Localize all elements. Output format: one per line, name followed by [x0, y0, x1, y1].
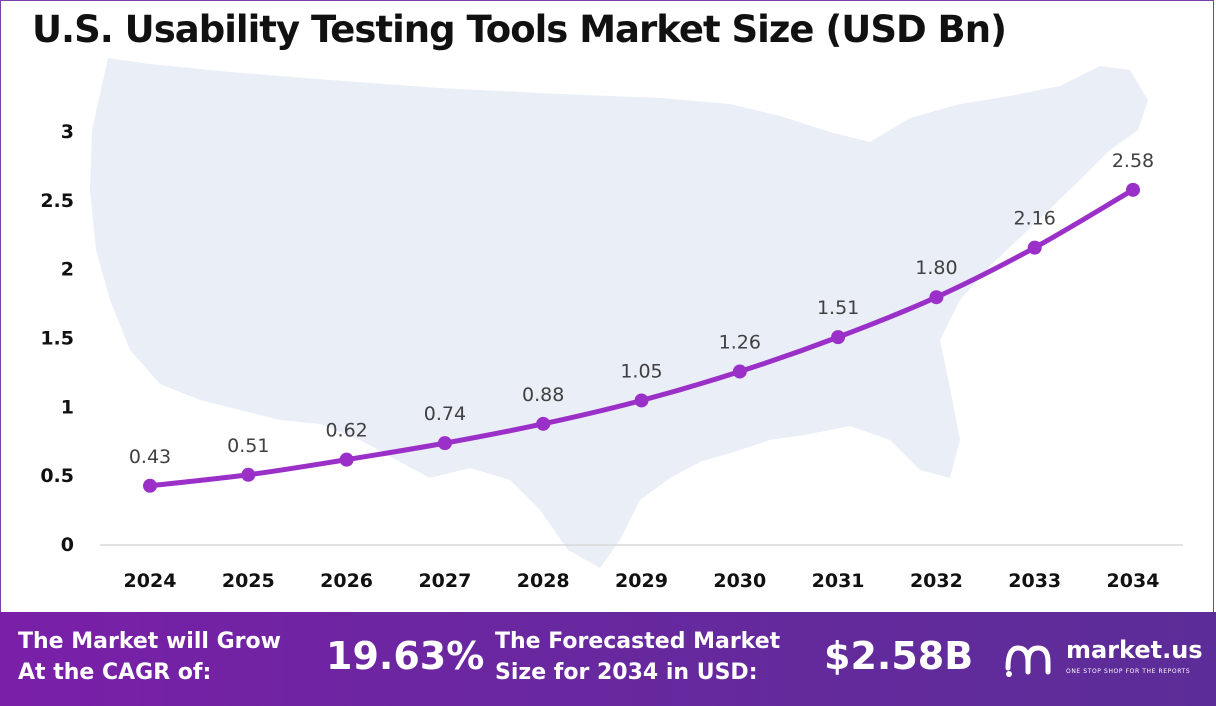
x-axis: 2024 2025 2026 2027 2028 2029 2030 2031 2032 2033…: [124, 570, 1160, 592]
data-label: 0.51: [227, 435, 269, 457]
x-tick-label: 2025: [222, 570, 275, 592]
data-label: 1.80: [915, 257, 957, 279]
y-axis: 0 0.5 1 1.5 2 2.5 3: [40, 121, 74, 556]
data-point: [1126, 182, 1140, 197]
x-tick-label: 2029: [615, 570, 668, 592]
data-point: [437, 436, 452, 451]
data-label: 1.51: [817, 297, 859, 319]
y-tick-label: 3: [61, 121, 74, 143]
data-label: 0.74: [424, 403, 466, 425]
data-label: 0.88: [522, 384, 564, 406]
y-tick-label: 0.5: [40, 465, 74, 487]
data-label: 0.43: [129, 446, 171, 468]
data-point: [634, 393, 649, 408]
x-tick-label: 2034: [1107, 570, 1160, 592]
x-tick-label: 2027: [418, 570, 471, 592]
data-point: [929, 290, 944, 305]
y-tick-label: 2.5: [40, 190, 74, 212]
x-tick-label: 2030: [713, 570, 766, 592]
data-points: [143, 182, 1140, 493]
x-tick-label: 2024: [124, 570, 177, 592]
brand-logo: market.us ONE STOP SHOP FOR THE REPORTS: [1004, 636, 1209, 686]
y-tick-label: 1.5: [40, 328, 74, 350]
x-tick-label: 2033: [1008, 570, 1061, 592]
x-tick-label: 2031: [812, 570, 865, 592]
cagr-value: 19.63%: [326, 634, 485, 678]
forecast-label: The Forecasted Market Size for 2034 in U…: [495, 629, 781, 685]
data-point: [831, 330, 846, 345]
data-point: [1027, 240, 1042, 255]
data-label: 2.16: [1014, 208, 1056, 230]
x-tick-label: 2028: [517, 570, 570, 592]
data-point: [732, 364, 747, 379]
chart-title: U.S. Usability Testing Tools Market Size…: [32, 8, 1007, 51]
x-tick-label: 2032: [910, 570, 963, 592]
data-point: [143, 478, 157, 493]
data-point: [536, 416, 551, 431]
line-chart: 00.511.522.53 2024 2025 2026 2027 2028 2029 20…: [40, 58, 1183, 592]
us-map-background: [90, 58, 1148, 568]
summary-banner: The Market will Grow At the CAGR of: 19.…: [0, 612, 1216, 706]
brand-name: market.us: [1066, 636, 1203, 664]
brand-tagline: ONE STOP SHOP FOR THE REPORTS: [1066, 668, 1191, 675]
cagr-label: The Market will Grow At the CAGR of:: [18, 629, 281, 685]
y-tick-label: 1: [61, 396, 74, 418]
data-label: 1.26: [719, 332, 761, 354]
data-label: 0.62: [325, 420, 367, 442]
data-labels: 0.43 0.51 0.62 0.74 0.88 1.05 1.26 1.51 1.80 2.16…: [129, 150, 1154, 468]
forecast-value: $2.58B: [824, 634, 974, 678]
data-point: [241, 467, 256, 482]
market-us-logo-icon: [1005, 645, 1051, 677]
data-point: [339, 452, 354, 467]
y-tick-label: 2: [61, 259, 74, 281]
data-label: 2.58: [1112, 150, 1154, 172]
y-tick-label: 0: [61, 534, 74, 556]
data-label: 1.05: [620, 360, 662, 382]
x-tick-label: 2026: [320, 570, 373, 592]
